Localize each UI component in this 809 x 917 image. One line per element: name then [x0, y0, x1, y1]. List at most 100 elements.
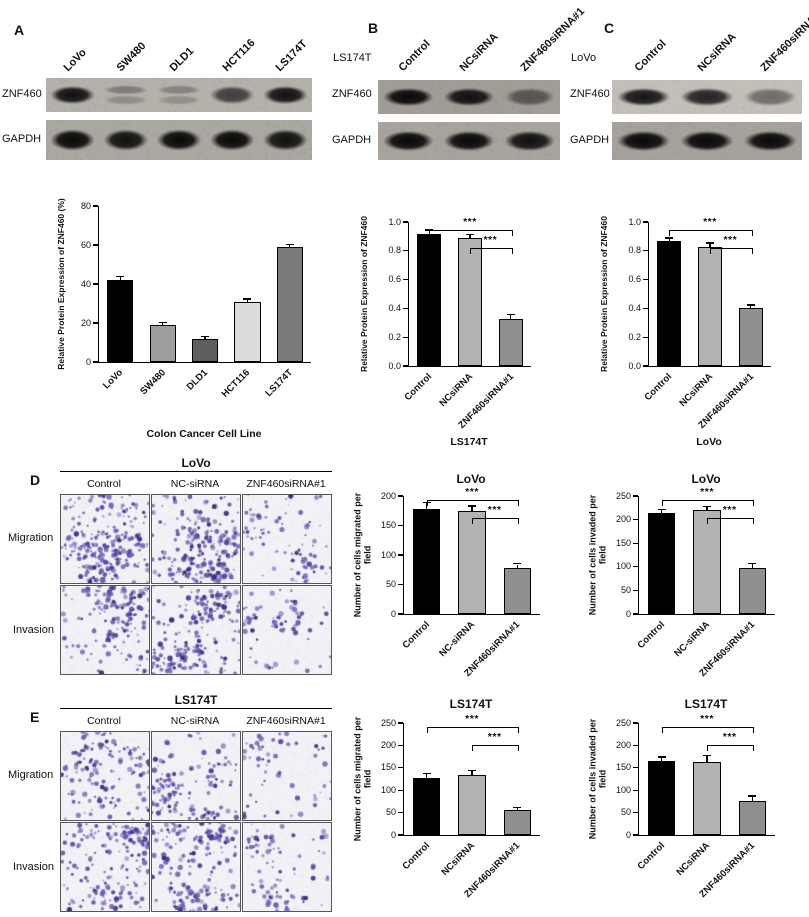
- y-tick: [403, 279, 408, 281]
- error-bar-cap: [116, 276, 125, 278]
- bar-dld1: [191, 338, 219, 362]
- cell-line-label-b: LS174T: [333, 52, 372, 64]
- plot-area: 0 50 100 150 200 Control NC-siRNA ZNF460siRNA#1…: [381, 486, 540, 679]
- bar-nc-sirna: [693, 510, 721, 614]
- error-bar-cap: [657, 509, 666, 511]
- micrograph-ls174t-invasion-znf460sirna: [242, 822, 332, 912]
- plot-area: 0 50 100 150 200 250 Control NC-siRNA ZNF460siRN…: [616, 486, 775, 679]
- cell-line-header-e: LS174T: [60, 693, 332, 709]
- y-axis-label: Relative Protein Expression of ZNF460: [359, 216, 370, 372]
- y-tick-label: 150: [380, 762, 396, 773]
- y-tick-label: 100: [615, 561, 631, 572]
- chart-lovo-migration: LoVo Number of cells migrated per field 0 5…: [345, 470, 565, 690]
- lane-label: ZNF460siRNA#1: [758, 5, 809, 74]
- column-label: ZNF460siRNA#1: [246, 478, 326, 490]
- y-tick: [403, 336, 408, 338]
- bar-znf460sirna#1: [498, 318, 523, 366]
- x-axis-label: Colon Cancer Cell Line: [146, 428, 262, 440]
- error-bar: [751, 564, 753, 569]
- assay-label-invasion: Invasion: [13, 861, 54, 873]
- significance-stars: ***: [700, 486, 714, 498]
- significance-stars: ***: [487, 504, 502, 516]
- y-tick: [633, 767, 638, 769]
- y-axis-label: Number of cells invaded per field: [587, 718, 608, 840]
- y-tick-label: 250: [380, 717, 396, 728]
- lane-label: HCT116: [220, 36, 258, 74]
- y-tick: [93, 205, 98, 207]
- significance-stars: ***: [722, 731, 737, 743]
- bar-control: [413, 509, 441, 614]
- y-tick-label: 0: [390, 829, 396, 840]
- y-tick-label: 0: [85, 356, 91, 367]
- significance-bracket: [472, 745, 520, 751]
- y-tick-label: 0.6: [388, 274, 401, 285]
- y-tick-label: 200: [380, 490, 396, 501]
- bar-ncsirna: [697, 246, 723, 366]
- plot-area: 0 20 40 60 80 LoVo SW480 DLD1 HCT116 LS174T: [81, 201, 311, 400]
- column-label: Control: [87, 478, 121, 490]
- cell-line-header-d: LoVo: [60, 456, 332, 472]
- significance-stars: ***: [465, 486, 479, 498]
- error-bar-cap: [466, 233, 474, 235]
- error-bar: [471, 506, 473, 512]
- error-bar-cap: [158, 321, 167, 323]
- error-bar-cap: [703, 506, 711, 508]
- bar-ncsirna: [693, 762, 721, 835]
- y-tick-label: 0.8: [628, 245, 641, 256]
- error-bar: [119, 277, 121, 281]
- column-label: NC-siRNA: [170, 478, 220, 490]
- assay-label-migration: Migration: [8, 769, 54, 781]
- error-bar: [162, 323, 164, 325]
- y-tick: [403, 221, 408, 223]
- y-tick-label: 0.4: [388, 302, 401, 313]
- chart-ls174t-invasion: LS174T Number of cells invaded per field 0…: [580, 695, 800, 915]
- error-bar: [471, 771, 473, 776]
- error-bar: [709, 243, 711, 247]
- y-axis-label: Number of cells invaded per field: [587, 494, 608, 616]
- assay-label-invasion: Invasion: [13, 624, 54, 636]
- significance-bracket: [426, 727, 520, 733]
- significance-bracket: [426, 500, 520, 506]
- error-bar-cap: [468, 505, 476, 507]
- y-tick-label: 60: [80, 239, 91, 250]
- error-bar: [706, 507, 708, 511]
- y-tick: [398, 554, 403, 556]
- y-tick-label: 100: [380, 784, 396, 795]
- lane-label: Control: [396, 37, 433, 74]
- panel-d-letter: D: [30, 472, 41, 488]
- significance-bracket: [429, 230, 513, 236]
- y-tick: [398, 834, 403, 836]
- bar-nc-sirna: [458, 511, 486, 614]
- y-tick-label: 100: [615, 784, 631, 795]
- y-tick: [398, 744, 403, 746]
- y-tick-label: 1.0: [388, 216, 401, 227]
- lane-label: NCsiRNA: [695, 30, 739, 74]
- error-bar-cap: [703, 755, 711, 757]
- chart-expression-ls174t: Relative Protein Expression of ZNF460 0.0…: [352, 190, 562, 452]
- error-bar-cap: [468, 770, 476, 772]
- y-tick: [633, 722, 638, 724]
- y-tick-label: 100: [380, 549, 396, 560]
- western-blot-c-gapdh: [612, 122, 802, 160]
- bar-control: [657, 240, 682, 366]
- blot-row-label-gapdh: GAPDH: [332, 134, 372, 146]
- y-tick: [643, 279, 648, 281]
- y-tick-label: 0.2: [388, 331, 401, 342]
- micrograph-lovo-migration-znf460sirna: [242, 494, 332, 584]
- y-tick: [643, 221, 648, 223]
- bar-control: [648, 761, 676, 835]
- error-bar-cap: [746, 304, 755, 306]
- y-tick-label: 50: [620, 584, 631, 595]
- error-bar: [510, 314, 512, 319]
- x-category-label: Control: [402, 371, 435, 403]
- error-bar: [516, 807, 518, 811]
- significance-bracket: [669, 230, 753, 236]
- y-tick: [93, 322, 98, 324]
- y-tick: [398, 495, 403, 497]
- y-tick-label: 0: [390, 608, 396, 619]
- significance-stars: ***: [487, 731, 502, 743]
- bar-ls174t: [276, 246, 303, 362]
- chart-title: LS174T: [449, 697, 493, 711]
- y-tick: [643, 365, 648, 367]
